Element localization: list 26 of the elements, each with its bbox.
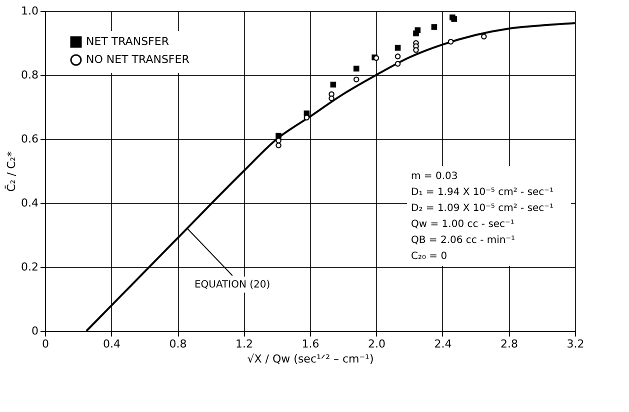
y-tick-label: 0.2 [21, 260, 38, 274]
y-tick-label: 0.4 [21, 196, 38, 210]
x-tick-label: 0.4 [103, 338, 120, 350]
annotation: QB = 2.06 cc - min⁻¹ [411, 235, 516, 246]
x-tick-label: 2.4 [434, 338, 452, 350]
annotation: Qw = 1.00 cc - sec⁻¹ [411, 219, 514, 230]
x-tick-label: 0.8 [169, 338, 187, 350]
x-tick-label: 2.8 [500, 338, 518, 350]
x-axis-title: √X / Qw (sec¹ᐟ² – cm⁻¹) [247, 352, 374, 366]
y-tick-label: 0 [32, 324, 38, 338]
x-tick-label: 1.6 [302, 338, 320, 350]
x-tick-label: 2.0 [368, 338, 386, 350]
x-tick-label: 0 [42, 338, 49, 350]
y-tick-label: 1.0 [21, 4, 38, 18]
y-tick-label: 0.6 [21, 132, 38, 146]
annotation: EQUATION (20) [194, 280, 270, 291]
x-tick-label: 3.2 [566, 338, 584, 350]
x-tick-label: 1.2 [236, 338, 253, 350]
y-tick-label: 0.8 [21, 68, 38, 82]
annotation: D₁ = 1.94 X 10⁻⁵ cm² - sec⁻¹ [411, 187, 554, 198]
annotation: D₂ = 1.09 X 10⁻⁵ cm² - sec⁻¹ [411, 203, 554, 214]
y-axis-title: C̄₂ / C₂* [4, 150, 18, 192]
legend-label: NET TRANSFER [86, 35, 170, 48]
legend-label: NO NET TRANSFER [86, 53, 190, 66]
annotation: m = 0.03 [411, 171, 458, 182]
annotation: C₂₀ = 0 [411, 251, 448, 262]
